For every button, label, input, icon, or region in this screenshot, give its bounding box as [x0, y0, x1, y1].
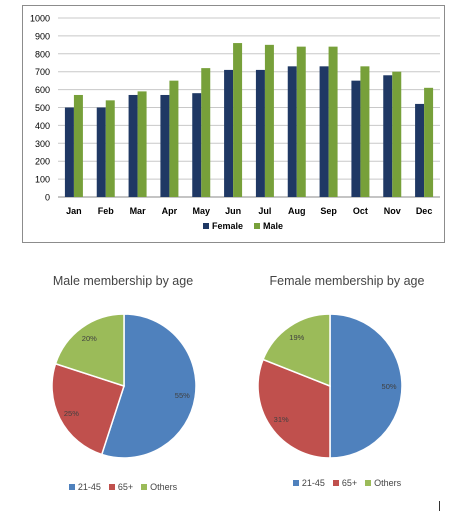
pie-legend-item: 65+ [332, 478, 358, 488]
y-tick-label: 200 [35, 157, 50, 167]
y-tick-label: 400 [35, 121, 50, 131]
x-tick-label: Dec [416, 206, 433, 216]
pie-legend-item: 21-45 [68, 482, 101, 492]
male-bar-apr [169, 80, 179, 197]
pie-legend-swatch [292, 480, 299, 486]
male-bar-mar [137, 91, 147, 197]
y-tick-label: 0 [45, 193, 50, 203]
female-bar-sep [319, 66, 329, 197]
male-bar-sep [328, 46, 338, 197]
x-tick-label: May [192, 206, 210, 216]
pie-value-label: 55% [175, 391, 190, 400]
y-tick-label: 500 [35, 103, 50, 113]
female-bar-dec [415, 103, 425, 197]
x-tick-label: Jan [66, 206, 82, 216]
male-bar-jun [233, 43, 243, 198]
pie-slice-2145 [100, 313, 197, 459]
y-tick-label: 1000 [30, 14, 50, 24]
bar-chart-bars [64, 43, 434, 198]
pie-legend-label: 21-45 [77, 482, 101, 492]
bar-chart-gridlines [58, 17, 440, 198]
x-tick-label: Nov [384, 206, 401, 216]
y-tick-label: 600 [35, 85, 50, 95]
male-bar-jul [264, 44, 274, 197]
male-bar-nov [392, 71, 402, 197]
female-membership-pie-chart: Female membership by age 50% 31% 19% 21-45… [232, 258, 462, 508]
pie-value-label: 20% [82, 334, 97, 343]
membership-bar-chart: 0 100 200 300 400 500 600 700 800 900 1000 Jan Feb M… [22, 5, 445, 243]
pie-legend-label: 65+ [117, 482, 134, 492]
pie-legend-swatch [68, 484, 75, 490]
pie-legend-item: Others [141, 482, 177, 492]
x-tick-label: Mar [130, 206, 147, 216]
female-legend-swatch [203, 223, 209, 229]
bar-chart-y-axis: 0 100 200 300 400 500 600 700 800 900 1000 [30, 14, 50, 203]
pie-legend-swatch [108, 484, 115, 490]
pie-value-label: 31% [274, 415, 289, 424]
pie-legend-swatch [141, 484, 148, 490]
y-tick-label: 300 [35, 139, 50, 149]
male-legend-label: Male [263, 221, 283, 231]
pie-slice-65 [257, 358, 331, 459]
female-bar-oct [351, 80, 361, 197]
x-tick-label: Aug [288, 206, 306, 216]
male-bar-oct [360, 66, 370, 197]
y-tick-label: 800 [35, 49, 50, 59]
pie-legend-item: 21-45 [292, 478, 325, 488]
bar-chart-x-axis: Jan Feb Mar Apr May Jun Jul Aug Sep Oct Nov Dec [66, 206, 432, 216]
female-pie-legend: 21-45 65+ Others [232, 478, 462, 488]
male-membership-pie-chart: Male membership by age 55% 25% 20% 21-45 65… [8, 258, 238, 508]
female-bar-mar [128, 94, 138, 197]
pie-slice-65 [51, 362, 125, 456]
female-bar-feb [96, 107, 106, 197]
pie-legend-label: 65+ [341, 478, 358, 488]
female-bar-aug [287, 66, 297, 197]
male-legend-swatch [254, 223, 260, 229]
male-pie-legend: 21-45 65+ Others [8, 482, 238, 492]
bar-chart-legend: Female Male [203, 221, 283, 231]
male-bar-may [201, 68, 211, 198]
female-bar-jun [224, 69, 234, 197]
male-bar-jan [73, 94, 83, 197]
male-pie-graphic: 55% 25% 20% [51, 313, 197, 459]
female-bar-may [192, 93, 202, 197]
pie-slice-2145 [329, 313, 403, 459]
male-pie-title: Male membership by age [52, 274, 194, 288]
pie-value-label: 50% [382, 382, 397, 391]
y-tick-label: 900 [35, 31, 50, 41]
pie-legend-label: Others [150, 482, 178, 492]
pie-legend-item: Others [365, 478, 401, 488]
female-bar-nov [383, 75, 393, 197]
male-bar-aug [296, 46, 306, 197]
pie-slice-others [54, 313, 125, 388]
female-legend-label: Female [212, 221, 243, 231]
pie-legend-label: 21-45 [301, 478, 325, 488]
pie-legend-swatch [332, 480, 339, 486]
x-tick-label: Jun [225, 206, 241, 216]
x-tick-label: Sep [320, 206, 337, 216]
y-tick-label: 100 [35, 175, 50, 185]
x-tick-label: Jul [258, 206, 271, 216]
female-bar-apr [160, 94, 170, 197]
x-tick-label: Oct [353, 206, 368, 216]
text-cursor-mark [439, 501, 440, 511]
pie-value-label: 19% [289, 333, 304, 342]
pie-legend-label: Others [374, 478, 402, 488]
female-bar-jul [255, 69, 265, 197]
female-bar-jan [64, 107, 74, 197]
female-pie-graphic: 50% 31% 19% [257, 313, 403, 459]
female-pie-title: Female membership by age [269, 274, 425, 288]
male-bar-dec [424, 87, 434, 197]
pie-value-label: 25% [64, 409, 79, 418]
pie-legend-item: 65+ [108, 482, 134, 492]
pie-slice-others [262, 313, 331, 388]
pie-legend-swatch [365, 480, 372, 486]
y-tick-label: 700 [35, 67, 50, 77]
x-tick-label: Feb [98, 206, 115, 216]
male-bar-feb [105, 100, 115, 197]
x-tick-label: Apr [162, 206, 178, 216]
